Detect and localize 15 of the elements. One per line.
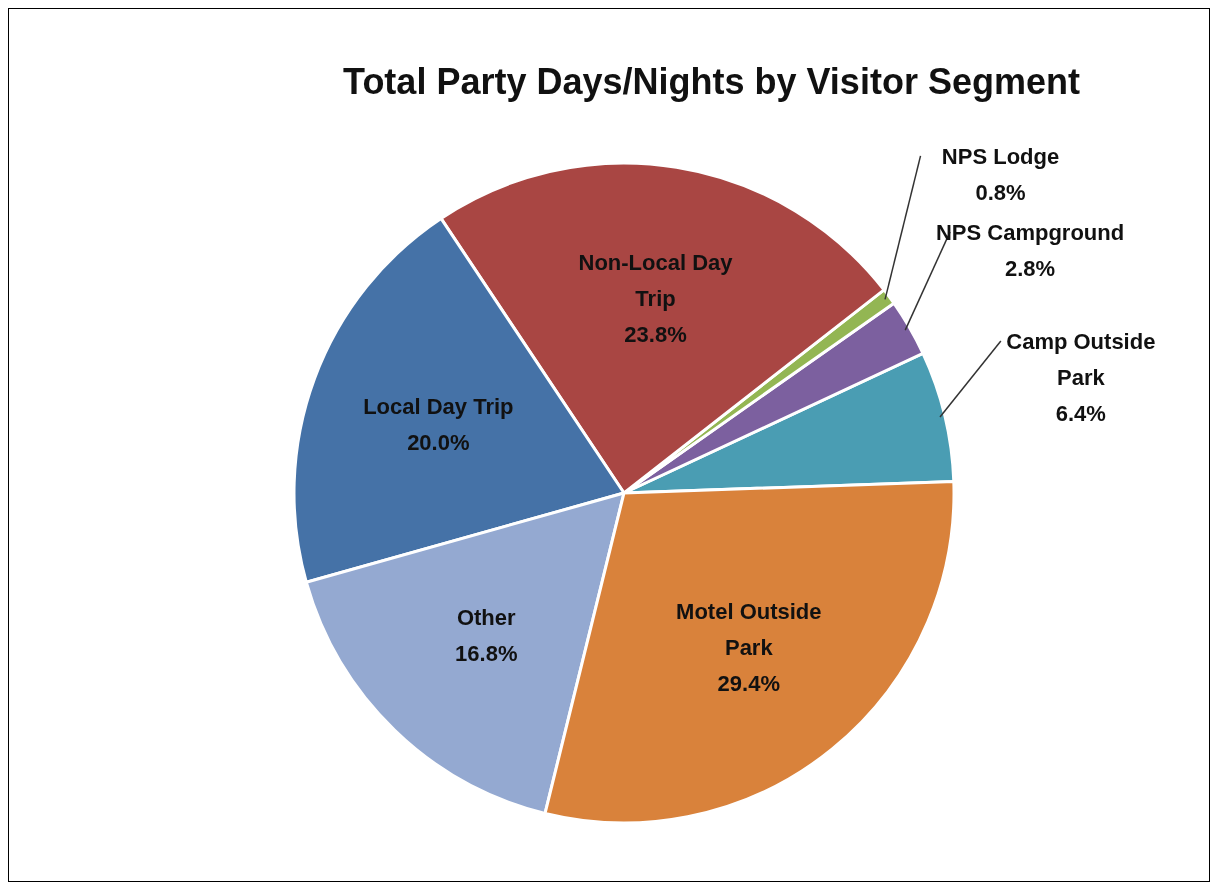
- data-label: 0.8%: [975, 179, 1026, 205]
- data-label: 2.8%: [1004, 255, 1056, 281]
- slice-label: Other: [456, 604, 517, 630]
- slice-label: NPS Campground: [935, 219, 1125, 245]
- data-label: 23.8%: [624, 321, 687, 347]
- chart-title: Total Party Days/Nights by Visitor Segment: [342, 61, 1081, 103]
- slice-label: Local Day Trip: [363, 393, 514, 419]
- slice-label: Motel Outside Park: [676, 598, 822, 660]
- slice-label: NPS Lodge: [941, 143, 1060, 169]
- data-label: 6.4%: [1055, 400, 1106, 426]
- slice-label: Camp Outside Park: [1006, 328, 1156, 390]
- data-label: 16.8%: [455, 640, 518, 666]
- data-label: 29.4%: [717, 670, 781, 696]
- slice-label: Non-Local Day Trip: [578, 249, 734, 311]
- data-label: 20.0%: [407, 429, 470, 455]
